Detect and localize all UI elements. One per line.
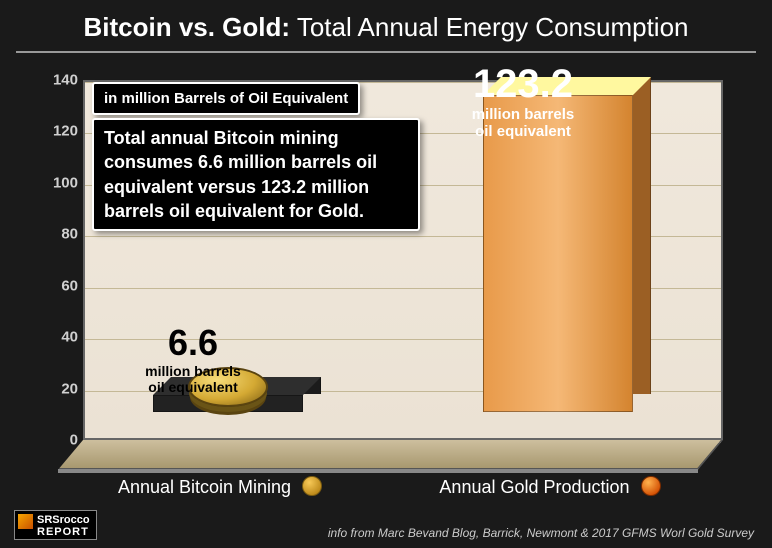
bar-bitcoin	[153, 395, 303, 412]
y-tick-label: 0	[48, 432, 78, 449]
y-tick-label: 80	[48, 226, 78, 243]
x-label-bitcoin: Annual Bitcoin Mining	[90, 476, 350, 498]
bar-gold	[483, 95, 633, 412]
x-label-bitcoin-text: Annual Bitcoin Mining	[118, 477, 291, 497]
y-tick-label: 100	[48, 174, 78, 191]
plot-floor-edge	[58, 469, 698, 473]
source-logo: SRSrocco REPORT	[14, 510, 97, 540]
x-label-gold: Annual Gold Production	[420, 476, 680, 498]
value-number: 6.6	[103, 325, 283, 361]
unit-callout: in million Barrels of Oil Equivalent	[92, 82, 360, 115]
bitcoin-icon	[302, 476, 322, 496]
description-callout: Total annual Bitcoin mining consumes 6.6…	[92, 118, 420, 231]
title-divider	[16, 51, 756, 53]
y-tick-label: 60	[48, 277, 78, 294]
x-label-gold-text: Annual Gold Production	[439, 477, 629, 497]
plot-floor	[58, 440, 723, 470]
value-subtext: million barrels oil equivalent	[103, 363, 283, 395]
gold-icon	[641, 476, 661, 496]
y-tick-label: 40	[48, 329, 78, 346]
logo-line1: SRSrocco	[37, 514, 90, 526]
title-bold: Bitcoin vs. Gold:	[83, 12, 290, 42]
value-number: 123.2	[433, 64, 613, 104]
title-rest: Total Annual Energy Consumption	[290, 12, 688, 42]
chart-title: Bitcoin vs. Gold: Total Annual Energy Co…	[0, 0, 772, 51]
unit-text: in million Barrels of Oil Equivalent	[104, 90, 348, 107]
value-label-bitcoin: 6.6million barrels oil equivalent	[103, 325, 283, 395]
value-subtext: million barrels oil equivalent	[433, 106, 613, 141]
logo-line2: REPORT	[37, 526, 90, 538]
info-source-line: info from Marc Bevand Blog, Barrick, New…	[328, 526, 754, 540]
y-tick-label: 20	[48, 380, 78, 397]
value-label-gold: 123.2million barrels oil equivalent	[433, 64, 613, 141]
description-text: Total annual Bitcoin mining consumes 6.6…	[104, 128, 377, 221]
y-tick-label: 140	[48, 72, 78, 89]
y-tick-label: 120	[48, 123, 78, 140]
